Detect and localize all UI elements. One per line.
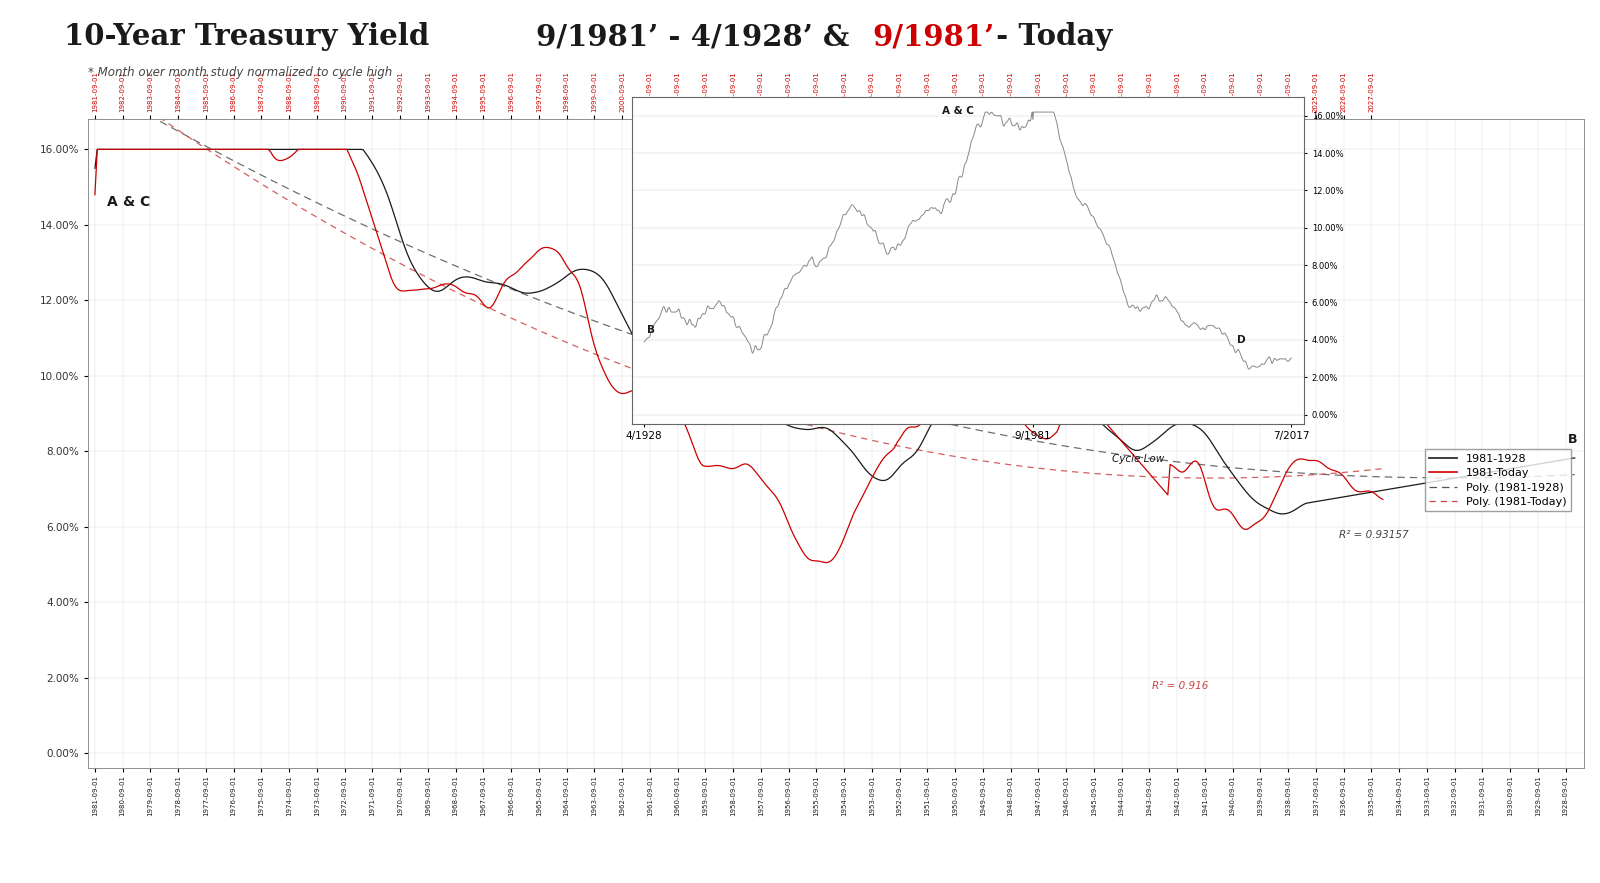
Text: Cycle Low: Cycle Low [1112,455,1165,464]
Text: R² = 0.93157: R² = 0.93157 [1339,530,1408,540]
Text: A: A [107,194,117,208]
Text: 9/1981’: 9/1981’ [872,22,994,51]
Legend: 1981-1928, 1981-Today, Poly. (1981-1928), Poly. (1981-Today): 1981-1928, 1981-Today, Poly. (1981-1928)… [1424,449,1571,511]
Text: 9/1981’ - 4/1928’ &: 9/1981’ - 4/1928’ & [536,22,859,51]
Text: B: B [1568,433,1578,446]
Text: D: D [1237,336,1245,345]
Text: & C: & C [123,194,150,208]
Text: * Month over month study normalized to cycle high: * Month over month study normalized to c… [88,66,392,79]
Text: R² = 0.916: R² = 0.916 [1152,681,1208,691]
Text: D: D [1024,376,1043,404]
Text: 10-Year Treasury Yield: 10-Year Treasury Yield [64,22,429,51]
Text: B: B [646,324,654,335]
Text: - Today: - Today [986,22,1112,51]
Text: A & C: A & C [942,106,974,116]
